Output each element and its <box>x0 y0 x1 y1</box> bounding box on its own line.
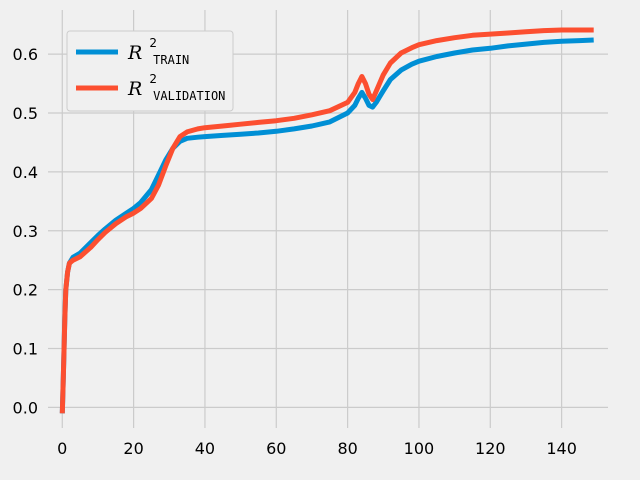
legend-train-sub: TRAIN <box>153 53 189 67</box>
y-tick-label: 0.6 <box>13 45 38 64</box>
y-tick-label: 0.4 <box>13 163 38 182</box>
series-line-validation <box>59 27 594 414</box>
legend-validation-main: R <box>127 78 142 100</box>
x-tick-label: 40 <box>195 439 215 458</box>
legend-validation-sub: VALIDATION <box>153 89 225 103</box>
legend-label-train: R 2 TRAIN <box>127 32 189 67</box>
x-tick-label: 120 <box>475 439 506 458</box>
legend-train-sup: 2 <box>149 36 157 50</box>
x-tick-label: 140 <box>546 439 577 458</box>
x-tick-label: 100 <box>404 439 435 458</box>
x-tick-label: 60 <box>266 439 286 458</box>
legend-label-validation: R 2 VALIDATION <box>127 68 225 103</box>
legend: R 2 TRAIN R 2 VALIDATION <box>66 30 234 112</box>
y-tick-label: 0.5 <box>13 104 38 123</box>
x-tick-label: 20 <box>123 439 143 458</box>
series-layer <box>59 27 594 414</box>
y-axis-ticks: 0.0 0.1 0.2 0.3 0.4 0.5 0.6 <box>13 45 38 417</box>
x-tick-label: 0 <box>57 439 67 458</box>
x-axis-ticks: 0 20 40 60 80 100 120 140 <box>57 439 577 458</box>
y-tick-label: 0.0 <box>13 398 38 417</box>
y-tick-label: 0.1 <box>13 340 38 359</box>
y-tick-label: 0.3 <box>13 222 38 241</box>
legend-validation-sup: 2 <box>149 72 157 86</box>
legend-train-main: R <box>127 42 142 64</box>
series-line-train <box>59 37 594 414</box>
y-tick-label: 0.2 <box>13 281 38 300</box>
x-tick-label: 80 <box>337 439 357 458</box>
